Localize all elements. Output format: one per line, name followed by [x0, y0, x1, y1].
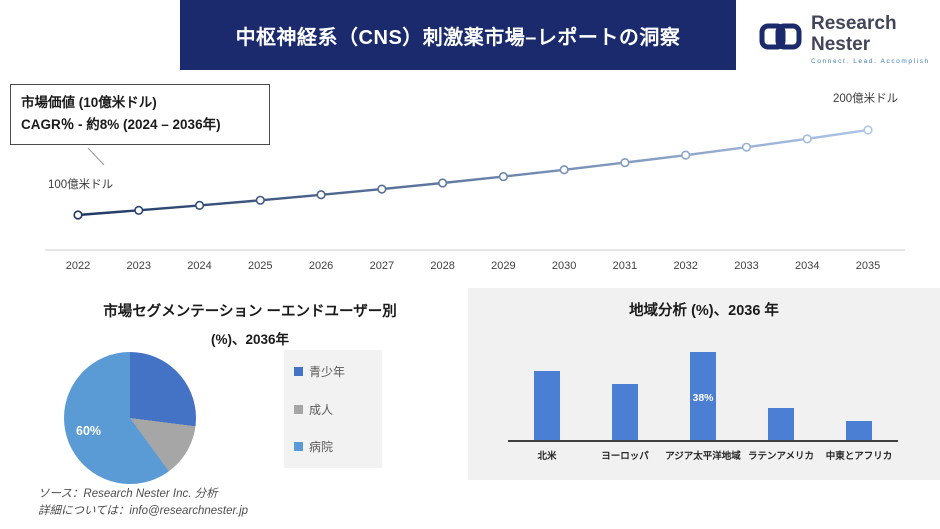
legend-label: 青少年: [309, 365, 346, 379]
data-point-marker: [255, 195, 265, 205]
data-point-marker: [498, 171, 508, 182]
bar: [846, 421, 872, 440]
bar-tick-label: アジア太平洋地域: [665, 451, 741, 462]
bar-cell: 38%: [664, 352, 742, 440]
start-value-label: 100億米ドル: [48, 179, 114, 191]
x-tick-label: 2022: [65, 260, 91, 272]
bar: [534, 371, 560, 440]
contact-note: 詳細については：info@researchnester.jp: [38, 505, 249, 518]
pie-slice-label: 60%: [76, 424, 102, 438]
logo-text: Research Nester Connect. Lead. Accomplis…: [811, 13, 940, 65]
legend-swatch: [294, 367, 303, 376]
end-value-label: 200億米ドル: [833, 93, 899, 105]
legend-item: 青少年: [294, 363, 372, 380]
x-tick-label: 2035: [855, 260, 881, 272]
legend-item: 成人: [294, 401, 372, 418]
bar-cell: [820, 421, 898, 440]
segmentation-pie-chart: 60%: [64, 352, 196, 484]
footer: ソース：Research Nester Inc. 分析 詳細については：info…: [38, 486, 248, 521]
bar-category-labels: 北米 ヨーロッパ アジア太平洋地域 ラテンアメリカ 中東とアフリカ: [508, 448, 898, 462]
data-point-marker: [802, 134, 812, 144]
bar: [768, 408, 794, 440]
chain-links-icon: [758, 20, 804, 59]
data-point-marker: [316, 190, 326, 200]
x-tick-label: 2027: [369, 260, 395, 272]
x-tick-label: 2024: [187, 260, 212, 272]
pie-title-line1: 市場セグメンテーション ーエンドユーザー別: [103, 304, 397, 320]
trend-line: [77, 128, 869, 217]
data-point-marker: [681, 150, 691, 160]
data-point-marker: [620, 158, 630, 168]
logo-tagline: Connect. Lead. Accomplish: [811, 57, 930, 65]
bar-tick-label: 中東とアフリカ: [825, 451, 893, 462]
bar: [612, 384, 638, 440]
header-banner: 中枢神経系（CNS）刺激薬市場–レポートの洞察: [180, 0, 736, 70]
x-tick-label: 2025: [248, 260, 273, 272]
x-tick-label: 2030: [551, 260, 577, 272]
bar-tick-label: 北米: [537, 451, 557, 462]
line-chart-svg: [45, 125, 905, 251]
legend-label: 成人: [309, 402, 334, 417]
market-value-line-chart: 100億米ドル 200億米ドル 2022 2023 2024 2025 2026 2027…: [40, 90, 920, 290]
page-title: 中枢神経系（CNS）刺激薬市場–レポートの洞察: [235, 26, 681, 49]
bar-cell: [508, 371, 586, 440]
regional-analysis-panel: 地域分析 (%)、2036 年 38% 北米 ヨーロッパ アジア太平洋地域 ラテンアメ…: [468, 288, 940, 480]
bar-chart-title: 地域分析 (%)、2036 年: [629, 303, 779, 319]
data-point-marker: [559, 165, 569, 175]
bar-chart-plot-area: 38%: [508, 348, 898, 442]
data-point-marker: [438, 178, 448, 188]
brand-logo: Research Nester Connect. Lead. Accomplis…: [758, 13, 940, 65]
bar: 38%: [690, 352, 716, 440]
x-tick-label: 2033: [734, 260, 759, 272]
pie-legend: 青少年 成人 病院: [284, 350, 382, 468]
source-note: ソース：Research Nester Inc. 分析: [38, 488, 218, 500]
market-value-info-box: 市場価値 (10億米ドル) CAGR％ - 約8% (2024 – 2036年): [10, 84, 270, 145]
cagr-label: CAGR％ - 約8% (2024 – 2036年): [21, 117, 221, 133]
x-tick-label: 2032: [673, 260, 698, 272]
data-point-marker: [863, 125, 873, 135]
legend-label: 病院: [309, 440, 334, 454]
x-tick-label: 2031: [612, 260, 638, 272]
logo-name: Research Nester: [811, 13, 897, 55]
bar-cell: [742, 408, 820, 440]
x-tick-label: 2034: [794, 260, 820, 272]
callout-leader-line: [87, 147, 105, 166]
data-point-marker: [377, 184, 387, 194]
bar-tick-label: ラテンアメリカ: [747, 451, 815, 462]
market-value-label: 市場価値 (10億米ドル): [21, 95, 157, 110]
x-tick-label: 2023: [126, 260, 151, 272]
x-tick-label: 2028: [430, 260, 455, 272]
data-point-marker: [73, 210, 83, 220]
pie-title-line2: (%)、2036年: [210, 332, 290, 347]
x-tick-label: 2026: [308, 260, 334, 272]
legend-item: 病院: [294, 438, 372, 455]
bar-tick-label: ヨーロッパ: [601, 451, 649, 462]
bar-cell: [586, 384, 664, 440]
data-point-marker: [194, 200, 205, 210]
data-point-marker: [741, 142, 752, 152]
data-point-marker: [134, 205, 144, 215]
bar-value-label: 38%: [692, 392, 714, 404]
pie-section-title: 市場セグメンテーション ーエンドユーザー別 (%)、2036年: [30, 300, 470, 348]
legend-swatch: [294, 442, 303, 451]
x-tick-label: 2029: [491, 260, 516, 272]
legend-swatch: [294, 404, 303, 414]
